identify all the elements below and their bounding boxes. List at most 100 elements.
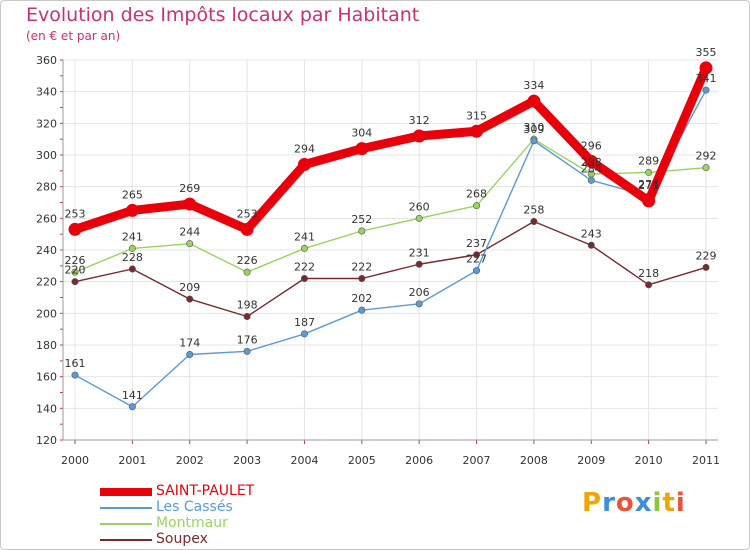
data-point bbox=[240, 222, 254, 236]
y-tick-label: 160 bbox=[36, 371, 57, 384]
x-tick-label: 2001 bbox=[118, 454, 146, 467]
x-tick-label: 2011 bbox=[692, 454, 720, 467]
data-point bbox=[128, 265, 136, 273]
y-tick-label: 240 bbox=[36, 244, 57, 257]
data-label: 244 bbox=[179, 226, 200, 239]
data-point bbox=[645, 281, 653, 289]
series-line bbox=[74, 220, 707, 318]
logo-letter: x bbox=[634, 488, 653, 518]
data-label: 315 bbox=[466, 109, 487, 122]
logo-letter: i bbox=[652, 488, 663, 518]
x-tick-label: 2000 bbox=[61, 454, 89, 467]
data-label: 206 bbox=[409, 286, 430, 299]
data-point bbox=[71, 268, 79, 276]
data-point bbox=[71, 278, 79, 286]
data-label: 268 bbox=[466, 188, 487, 201]
data-point bbox=[186, 295, 194, 303]
data-point bbox=[297, 158, 311, 171]
x-tick-label: 2010 bbox=[635, 454, 663, 467]
data-point bbox=[300, 244, 308, 252]
x-tick-label: 2003 bbox=[233, 454, 261, 467]
y-tick-label: 220 bbox=[36, 276, 57, 289]
data-label: 141 bbox=[122, 389, 143, 402]
data-label: 292 bbox=[696, 150, 717, 163]
logo-letter: P bbox=[582, 488, 603, 518]
y-tick-label: 300 bbox=[36, 149, 57, 162]
data-label: 252 bbox=[351, 213, 372, 226]
data-label: 228 bbox=[122, 251, 143, 264]
data-label: 253 bbox=[237, 207, 258, 220]
data-point bbox=[587, 176, 595, 184]
y-tick-label: 340 bbox=[36, 86, 57, 99]
data-label: 289 bbox=[638, 154, 659, 167]
legend-swatch bbox=[100, 523, 152, 525]
data-point bbox=[699, 61, 713, 75]
data-label: 241 bbox=[122, 230, 143, 243]
x-tick-label: 2009 bbox=[577, 454, 605, 467]
x-tick-label: 2004 bbox=[290, 454, 318, 467]
data-point bbox=[128, 244, 136, 252]
data-label: 284 bbox=[581, 162, 602, 175]
data-label: 312 bbox=[409, 114, 430, 127]
data-label: 258 bbox=[523, 204, 544, 217]
data-label: 218 bbox=[638, 267, 659, 280]
data-label: 260 bbox=[409, 200, 430, 213]
x-tick-label: 2005 bbox=[348, 454, 376, 467]
data-label: 226 bbox=[237, 254, 258, 267]
data-point bbox=[587, 241, 595, 249]
data-label: 341 bbox=[696, 72, 717, 85]
data-point bbox=[470, 124, 484, 138]
chart-title: Evolution des Impôts locaux par Habitant bbox=[26, 4, 420, 26]
data-label: 265 bbox=[122, 188, 143, 201]
data-point bbox=[415, 214, 423, 222]
data-label: 209 bbox=[179, 281, 200, 294]
data-point bbox=[702, 86, 710, 94]
data-point bbox=[473, 251, 481, 259]
x-tick-label: 2008 bbox=[520, 454, 548, 467]
legend-label: Soupex bbox=[156, 531, 208, 547]
data-point bbox=[473, 267, 481, 275]
logo-letter: r bbox=[602, 488, 616, 518]
data-point bbox=[358, 306, 366, 314]
data-point bbox=[68, 222, 82, 236]
logo-letter: o bbox=[615, 488, 635, 518]
data-label: 231 bbox=[409, 246, 430, 259]
data-label: 187 bbox=[294, 316, 315, 329]
data-label: 296 bbox=[581, 139, 602, 152]
data-point bbox=[186, 240, 194, 248]
series-3 bbox=[71, 218, 710, 320]
data-point bbox=[415, 260, 423, 268]
data-label: 161 bbox=[65, 357, 86, 370]
data-label: 309 bbox=[523, 123, 544, 136]
legend-label: Montmaur bbox=[156, 515, 228, 531]
data-label: 310 bbox=[523, 121, 544, 134]
data-point bbox=[186, 350, 194, 358]
data-point bbox=[300, 330, 308, 338]
data-label: 241 bbox=[294, 230, 315, 243]
data-label: 274 bbox=[638, 178, 659, 191]
y-tick-label: 140 bbox=[36, 402, 57, 415]
data-label: 202 bbox=[351, 292, 372, 305]
data-point bbox=[125, 203, 139, 217]
data-point bbox=[702, 263, 710, 271]
x-tick-label: 2002 bbox=[176, 454, 204, 467]
legend-swatch bbox=[100, 539, 152, 541]
series-line bbox=[74, 138, 707, 273]
data-label: 288 bbox=[581, 156, 602, 169]
data-point bbox=[473, 202, 481, 210]
y-tick-label: 260 bbox=[36, 212, 57, 225]
data-label: 253 bbox=[65, 207, 86, 220]
data-label: 222 bbox=[351, 261, 372, 274]
data-label: 229 bbox=[696, 249, 717, 262]
data-label: 304 bbox=[351, 127, 372, 140]
proxiti-logo[interactable]: Proxiti bbox=[582, 488, 686, 518]
data-label: 355 bbox=[696, 46, 717, 59]
data-label: 227 bbox=[466, 253, 487, 266]
data-label: 269 bbox=[179, 182, 200, 195]
series-0 bbox=[68, 61, 713, 236]
y-tick-label: 320 bbox=[36, 117, 57, 130]
data-label: 237 bbox=[466, 237, 487, 250]
data-point bbox=[702, 164, 710, 172]
legend-label: Les Cassés bbox=[156, 499, 233, 515]
